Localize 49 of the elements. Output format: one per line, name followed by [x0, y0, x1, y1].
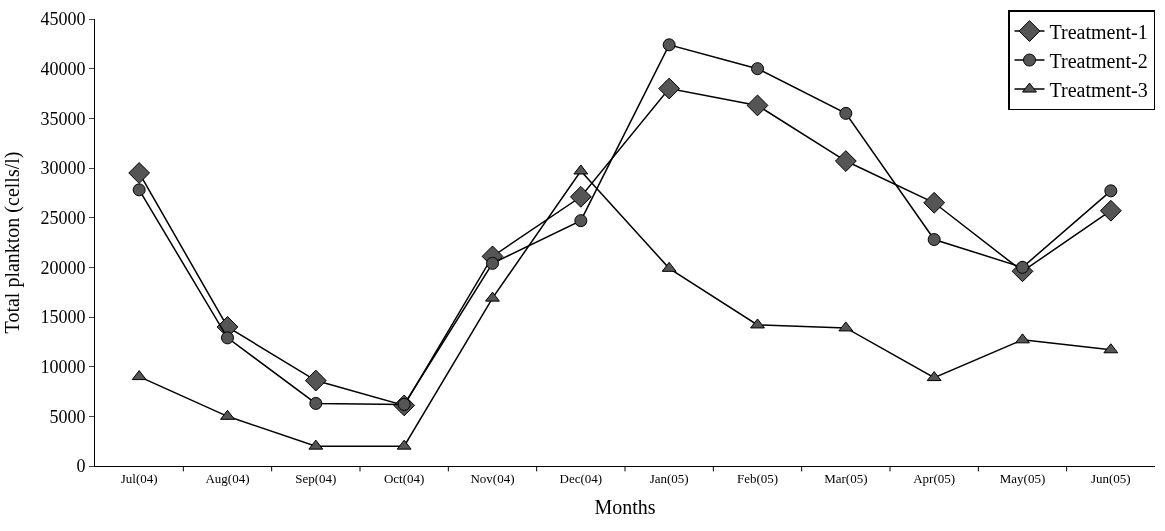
point — [746, 94, 769, 117]
x-tick-label: Oct(04) — [383, 470, 425, 486]
x-tick-label: Jan(05) — [649, 470, 689, 486]
point — [923, 191, 946, 214]
point — [1015, 333, 1030, 344]
x-tick-label: Aug(04) — [205, 470, 250, 486]
point — [486, 256, 499, 270]
point — [927, 233, 941, 247]
point — [839, 106, 853, 120]
x-tick-label: Dec(04) — [559, 470, 603, 486]
legend-label: Treatment-2 — [1049, 49, 1148, 72]
point — [1104, 184, 1118, 198]
y-tick-label: 35000 — [40, 108, 86, 129]
point — [132, 183, 146, 197]
point — [309, 396, 323, 410]
x-tick-label: Sep(04) — [295, 470, 337, 486]
point — [658, 77, 681, 100]
y-axis-title: Total plankton (cells/l) — [0, 151, 24, 334]
x-tick-label: Mar(05) — [824, 470, 868, 486]
point — [1099, 199, 1122, 222]
y-tick-label: 20000 — [40, 257, 86, 278]
x-tick-label: Jul(04) — [120, 470, 158, 486]
point — [220, 409, 235, 420]
y-tick-label: 40000 — [40, 58, 86, 79]
legend-label: Treatment-3 — [1049, 78, 1148, 101]
x-tick-label: Nov(04) — [470, 470, 515, 486]
point — [569, 185, 592, 208]
y-tick-label: 15000 — [40, 307, 86, 328]
point — [221, 331, 234, 345]
x-tick-label: Jun(05) — [1090, 470, 1131, 486]
y-tick-label: 45000 — [40, 9, 86, 30]
y-tick-label: 0 — [76, 456, 86, 477]
x-tick-label: Apr(05) — [913, 470, 956, 486]
y-tick-label: 10000 — [40, 356, 86, 377]
y-tick-label: 25000 — [40, 207, 86, 228]
x-tick-label: May(05) — [999, 470, 1046, 486]
point — [485, 291, 500, 302]
point — [304, 369, 327, 392]
point — [128, 162, 151, 184]
point — [751, 62, 764, 76]
x-axis-title: Months — [594, 496, 656, 519]
point — [750, 318, 765, 329]
point — [834, 150, 857, 172]
legend-label: Treatment-1 — [1049, 20, 1148, 43]
point — [662, 38, 676, 52]
x-tick-label: Feb(05) — [736, 470, 779, 486]
y-tick-label: 5000 — [49, 406, 86, 427]
y-tick-label: 30000 — [40, 158, 86, 179]
point — [574, 214, 588, 228]
